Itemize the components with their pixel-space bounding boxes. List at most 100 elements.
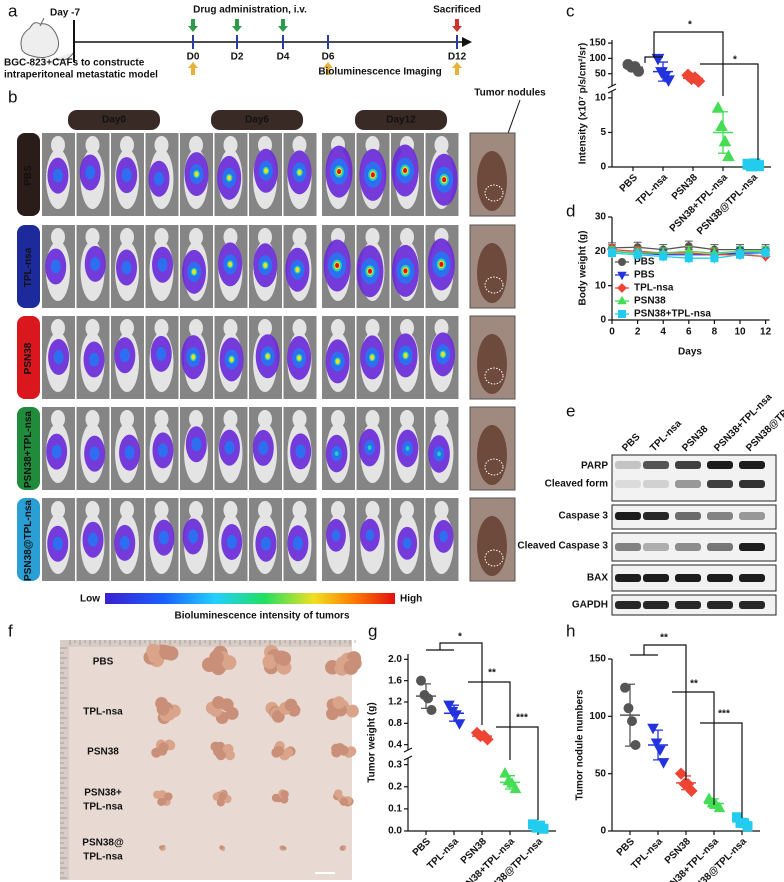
tumor [283,747,294,758]
mouse-head [365,319,380,337]
signal [442,177,447,183]
model-text: BGC-823+CAFs to constructe [4,58,145,69]
signal [263,168,268,174]
signal [370,354,375,360]
tumor [164,792,173,801]
marker [627,716,637,727]
photo-label: PSN38 [87,747,119,758]
mouse-head [189,410,203,428]
mouse-head [258,410,272,428]
band [707,480,733,488]
y-tick-label: 5 [600,127,606,138]
tumor [158,797,167,806]
nodule-body [477,334,507,394]
signal [191,354,196,360]
y-tick-label: 0.4 [388,739,402,750]
axis-break [607,83,617,89]
significance: *** [516,713,528,724]
marker [647,723,659,735]
x-tick-label: TPL-nsa [629,836,665,872]
colorbar-low: Low [80,594,100,605]
band [707,512,733,520]
x-tick-label: 6 [686,327,692,338]
y-tick-label: 100 [589,53,606,64]
y-tick-label: 30 [595,212,607,223]
signal [85,165,96,180]
tumor [346,704,359,718]
signal [334,451,339,456]
band [615,480,641,488]
mouse-head [85,410,100,428]
y-tick-label: 0.1 [388,804,402,815]
panel-label: g [368,621,377,640]
nodule-body [477,151,507,211]
bracket [644,56,663,63]
significance: * [688,20,692,31]
signal [224,440,235,455]
tumor [218,792,227,801]
mouse-head [223,136,238,154]
marker [654,745,666,757]
band [643,461,669,469]
tumor [146,643,161,659]
mouse-head [51,228,65,246]
band [643,512,669,520]
y-tick-label: 0.2 [388,781,402,792]
mouse-head [154,410,169,428]
signal [403,352,408,358]
tumor [151,747,162,758]
mouse-head [258,228,272,246]
signal [88,532,99,547]
mouse-head [120,319,134,337]
mouse-head [400,501,414,519]
mouse-head [120,228,134,246]
tumor [271,793,281,803]
signal [188,529,199,544]
y-tick-label: 100 [589,711,606,722]
tumor [156,702,170,716]
signal [153,171,164,186]
y-tick-label: 10 [595,93,607,104]
signal [119,535,130,550]
significance: *** [718,709,730,720]
y-tick-label: 150 [589,38,606,49]
arrow [323,62,333,75]
mouse-head [154,228,169,246]
x-tick-label: TPL-nsa [634,172,670,208]
marker [713,801,726,813]
lane-label: PSN38+TPL-nsa [712,391,775,454]
tumor [159,845,163,850]
arrow [278,19,288,32]
signal [437,451,441,457]
mouse-head [400,319,414,337]
mouse-head [154,136,169,154]
marker [617,283,627,293]
mouse-head [120,410,134,428]
band [675,543,701,551]
mouse-icon [20,17,75,61]
axis-break [403,755,413,761]
bracket [700,63,759,160]
y-tick-label: 1.2 [388,697,402,708]
signal [157,257,168,272]
nodule-circle [484,276,504,294]
tumor [338,745,349,756]
signal [403,537,412,550]
marker [736,250,744,259]
group-label: PBS [23,165,34,186]
signal [119,348,130,363]
significance: * [458,632,462,643]
group-pill [17,407,40,490]
signal [228,261,233,267]
signal [121,260,132,275]
error-bar [449,704,459,722]
x-tick-label: TPL-nsa [425,836,461,872]
mouse-head [189,501,203,519]
blot-row-label: Cleaved form [545,479,608,490]
marker [416,675,426,686]
signal [157,443,168,458]
signal [156,346,167,361]
mouse-head [258,501,272,519]
panel-label: d [566,201,575,220]
signal [89,446,100,461]
